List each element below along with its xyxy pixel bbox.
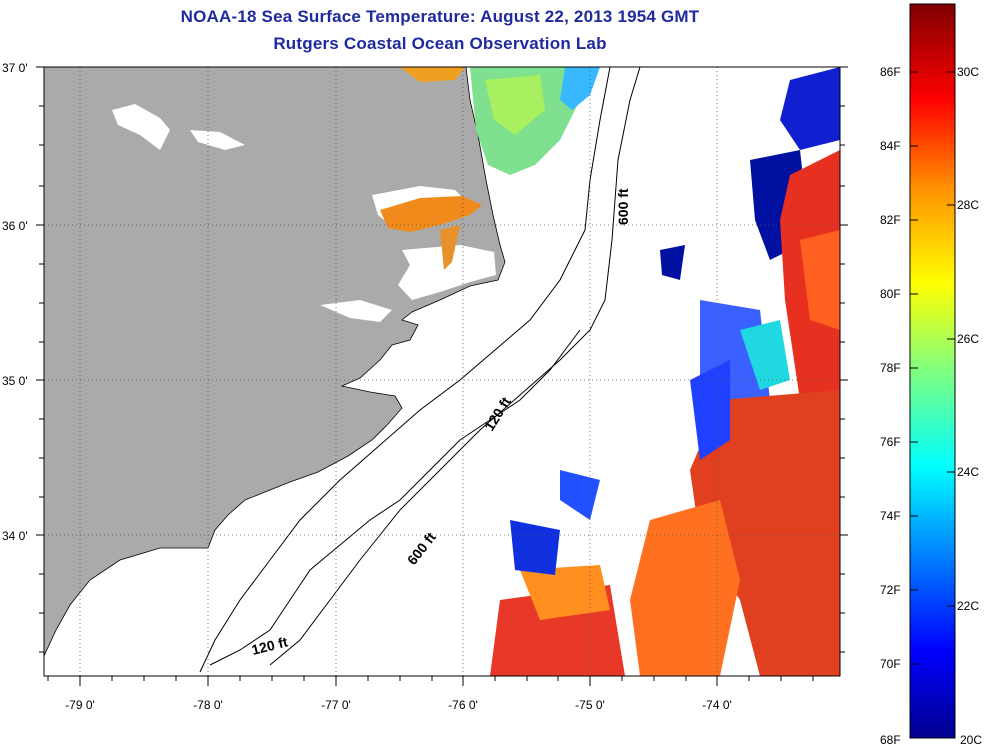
bathymetry-contours xyxy=(199,66,641,673)
colorbar-f-label: 78F xyxy=(880,361,901,375)
colorbar-ticks xyxy=(910,71,955,665)
lon-label: -76 0' xyxy=(448,698,478,712)
colorbar-f-label: 74F xyxy=(880,509,901,523)
sst-cloud-patches xyxy=(400,67,840,676)
colorbar-f-label: 68F xyxy=(880,733,901,747)
contour-120ft-north xyxy=(199,66,611,673)
inland-lake-2 xyxy=(190,130,245,150)
map-title: NOAA-18 Sea Surface Temperature: August … xyxy=(180,7,700,26)
contour-120ft-south xyxy=(209,329,581,666)
lon-label: -74 0' xyxy=(702,698,732,712)
colorbar-f-label: 84F xyxy=(880,139,901,153)
lon-label: -79 0' xyxy=(65,698,95,712)
colorbar-c-label: 22C xyxy=(957,599,979,613)
contour-600ft-north xyxy=(269,66,641,666)
map-grid xyxy=(44,67,840,676)
neuse-river xyxy=(320,300,392,322)
colorbar-f-label: 82F xyxy=(880,213,901,227)
lat-label: 36 0' xyxy=(2,219,28,233)
colorbar-c-label: 24C xyxy=(957,465,979,479)
colorbar xyxy=(909,3,956,739)
map-subtitle: Rutgers Coastal Ocean Observation Lab xyxy=(273,34,607,53)
colorbar-c-label: 20C xyxy=(960,733,982,747)
colorbar-f-label: 80F xyxy=(880,287,901,301)
colorbar-f-label: 70F xyxy=(880,657,901,671)
inland-lake xyxy=(112,104,170,150)
colorbar-c-label: 30C xyxy=(957,65,979,79)
lon-label: -78 0' xyxy=(193,698,223,712)
colorbar-c-label: 28C xyxy=(957,198,979,212)
colorbar-f-label: 76F xyxy=(880,435,901,449)
contour-label-600ft: 600 ft xyxy=(615,188,631,225)
lon-label: -77 0' xyxy=(321,698,351,712)
sound-warm-water-2 xyxy=(440,225,460,270)
lat-label: 35 0' xyxy=(2,374,28,388)
axis-ticks xyxy=(36,66,848,686)
pamlico-sound xyxy=(398,245,496,300)
colorbar-f-label: 72F xyxy=(880,583,901,597)
sound-warm-water xyxy=(380,196,482,232)
map-frame xyxy=(43,66,841,677)
lat-label: 34 0' xyxy=(2,529,28,543)
colorbar-c-label: 26C xyxy=(957,332,979,346)
lon-label: -75 0' xyxy=(575,698,605,712)
lat-label: 37 0' xyxy=(2,61,28,75)
colorbar-f-label: 86F xyxy=(880,65,901,79)
